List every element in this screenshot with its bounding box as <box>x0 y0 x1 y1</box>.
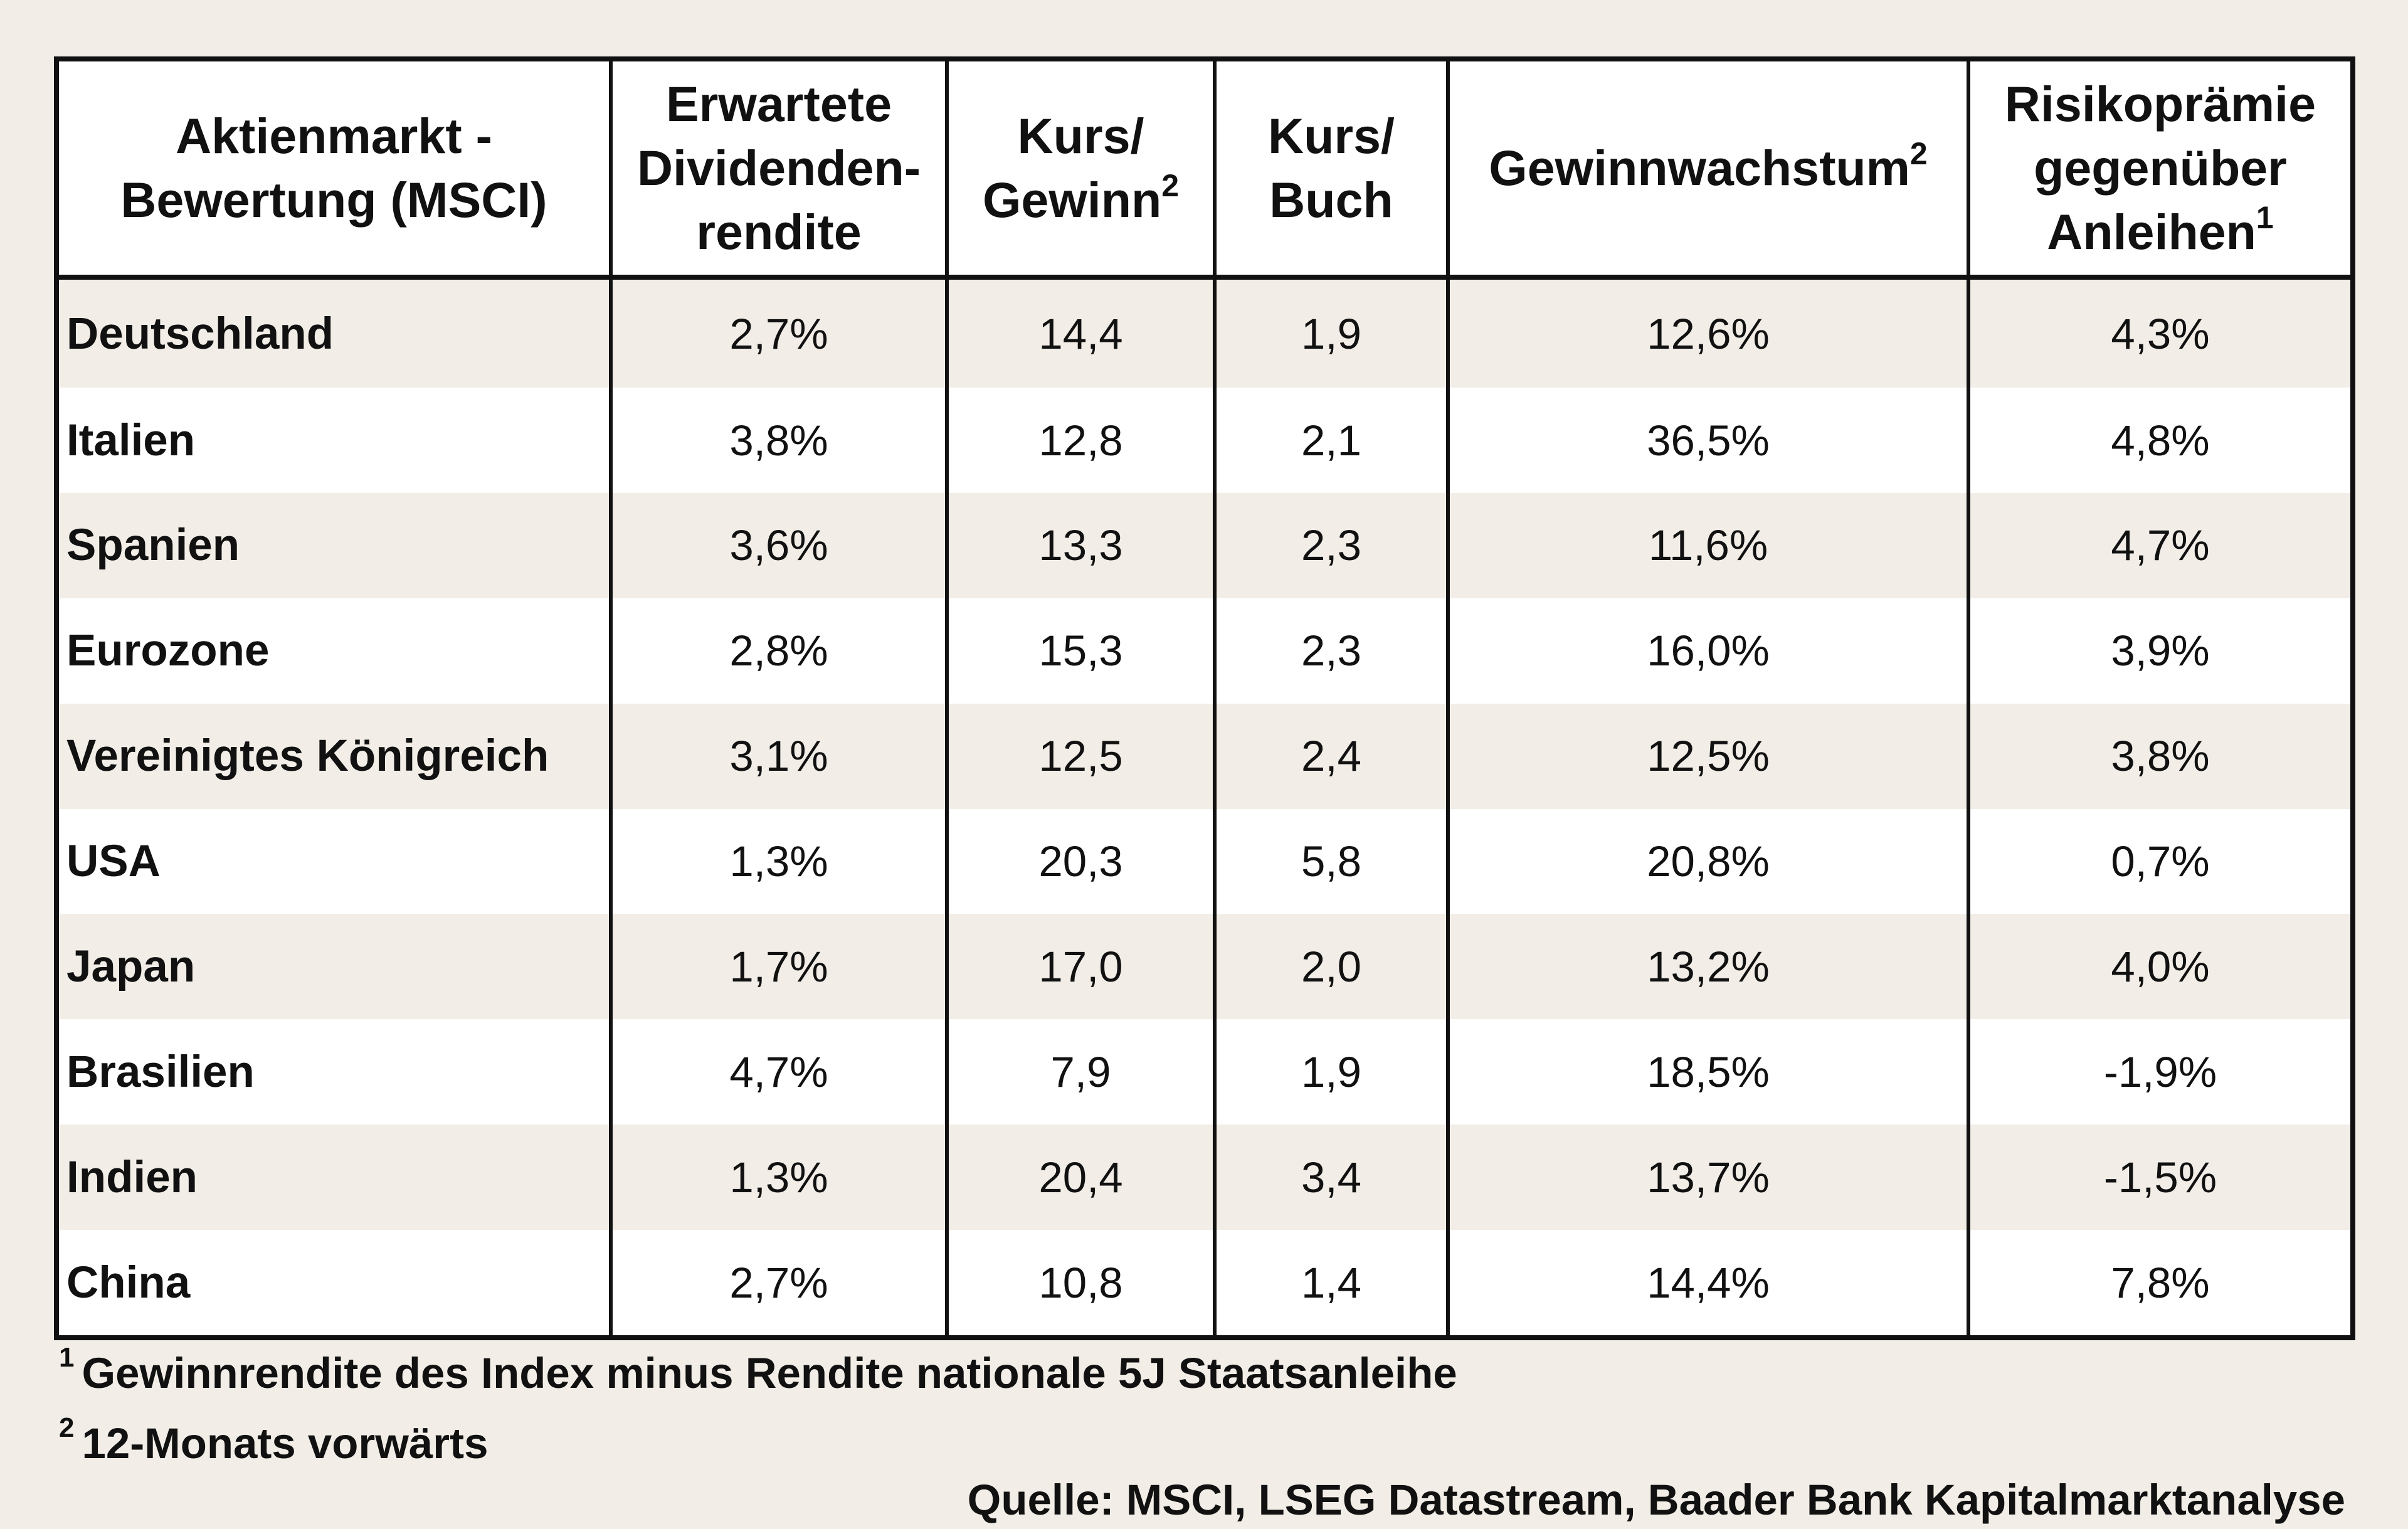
table-row: Japan 1,7% 17,0 2,0 13,2% 4,0% <box>59 914 2350 1020</box>
row-label: Deutschland <box>59 277 613 388</box>
cell-price-earnings: 20,3 <box>947 808 1217 914</box>
table-row: China 2,7% 10,8 1,4 14,4% 7,8% <box>59 1230 2350 1335</box>
cell-earnings-growth: 11,6% <box>1448 493 1970 598</box>
cell-risk-premium: 0,7% <box>1968 808 2350 914</box>
header-dividend-yield: Erwartete Dividenden- rendite <box>611 61 949 280</box>
table-row: Spanien 3,6% 13,3 2,3 11,6% 4,7% <box>59 493 2350 598</box>
cell-risk-premium: -1,9% <box>1968 1019 2350 1125</box>
cell-dividend-yield: 3,6% <box>611 493 949 598</box>
cell-dividend-yield: 1,3% <box>611 1124 949 1230</box>
cell-price-book: 2,3 <box>1215 493 1450 598</box>
footnote-1-text: Gewinnrendite des Index minus Rendite na… <box>82 1349 1457 1397</box>
footnote-2-marker: 2 <box>59 1412 75 1443</box>
row-label: China <box>59 1230 613 1335</box>
cell-earnings-growth: 13,7% <box>1448 1124 1970 1230</box>
row-label: Japan <box>59 914 613 1020</box>
row-label: Spanien <box>59 493 613 598</box>
footnote-2-text: 12-Monats vorwärts <box>82 1419 488 1468</box>
cell-dividend-yield: 4,7% <box>611 1019 949 1125</box>
cell-risk-premium: 7,8% <box>1968 1230 2350 1335</box>
row-label: Eurozone <box>59 598 613 704</box>
cell-earnings-growth: 12,6% <box>1448 277 1970 388</box>
cell-dividend-yield: 3,1% <box>611 703 949 809</box>
header-risk-premium: Risikoprämie gegenüber Anleihen1 <box>1968 61 2350 280</box>
cell-dividend-yield: 2,7% <box>611 277 949 388</box>
table-row: Indien 1,3% 20,4 3,4 13,7% -1,5% <box>59 1124 2350 1230</box>
footnote-2: 2 12-Monats vorwärts <box>59 1414 488 1468</box>
valuation-table: Aktienmarkt - Bewertung (MSCI) Erwartete… <box>59 61 2350 1335</box>
cell-dividend-yield: 2,8% <box>611 598 949 704</box>
source-note: Quelle: MSCI, LSEG Datastream, Baader Ba… <box>967 1476 2345 1524</box>
header-price-book: Kurs/ Buch <box>1215 61 1450 280</box>
valuation-table-frame: Aktienmarkt - Bewertung (MSCI) Erwartete… <box>54 56 2355 1340</box>
cell-risk-premium: -1,5% <box>1968 1124 2350 1230</box>
header-market: Aktienmarkt - Bewertung (MSCI) <box>59 61 613 280</box>
cell-dividend-yield: 1,7% <box>611 914 949 1020</box>
table-row: USA 1,3% 20,3 5,8 20,8% 0,7% <box>59 808 2350 914</box>
cell-price-earnings: 17,0 <box>947 914 1217 1020</box>
header-earnings-growth: Gewinnwachstum2 <box>1448 61 1970 280</box>
cell-price-book: 5,8 <box>1215 808 1450 914</box>
cell-price-book: 1,4 <box>1215 1230 1450 1335</box>
cell-risk-premium: 4,0% <box>1968 914 2350 1020</box>
row-label: Indien <box>59 1124 613 1230</box>
cell-price-earnings: 13,3 <box>947 493 1217 598</box>
cell-earnings-growth: 14,4% <box>1448 1230 1970 1335</box>
cell-price-book: 1,9 <box>1215 277 1450 388</box>
row-label: Vereinigtes Königreich <box>59 703 613 809</box>
cell-risk-premium: 4,8% <box>1968 388 2350 494</box>
footnote-1: 1 Gewinnrendite des Index minus Rendite n… <box>59 1344 1457 1398</box>
cell-price-earnings: 15,3 <box>947 598 1217 704</box>
cell-price-book: 2,3 <box>1215 598 1450 704</box>
table-row: Vereinigtes Königreich 3,1% 12,5 2,4 12,… <box>59 703 2350 809</box>
cell-earnings-growth: 20,8% <box>1448 808 1970 914</box>
table-row: Deutschland 2,7% 14,4 1,9 12,6% 4,3% <box>59 277 2350 388</box>
row-label: Brasilien <box>59 1019 613 1125</box>
cell-dividend-yield: 1,3% <box>611 808 949 914</box>
cell-dividend-yield: 2,7% <box>611 1230 949 1335</box>
cell-risk-premium: 4,7% <box>1968 493 2350 598</box>
cell-price-earnings: 12,8 <box>947 388 1217 494</box>
cell-earnings-growth: 12,5% <box>1448 703 1970 809</box>
cell-earnings-growth: 16,0% <box>1448 598 1970 704</box>
cell-risk-premium: 4,3% <box>1968 277 2350 388</box>
header-price-earnings: Kurs/ Gewinn2 <box>947 61 1217 280</box>
cell-price-book: 2,0 <box>1215 914 1450 1020</box>
cell-price-book: 2,1 <box>1215 388 1450 494</box>
cell-risk-premium: 3,9% <box>1968 598 2350 704</box>
row-label: Italien <box>59 388 613 494</box>
cell-price-earnings: 7,9 <box>947 1019 1217 1125</box>
cell-earnings-growth: 13,2% <box>1448 914 1970 1020</box>
cell-earnings-growth: 36,5% <box>1448 388 1970 494</box>
cell-price-earnings: 20,4 <box>947 1124 1217 1230</box>
cell-price-book: 2,4 <box>1215 703 1450 809</box>
cell-price-book: 1,9 <box>1215 1019 1450 1125</box>
cell-price-earnings: 12,5 <box>947 703 1217 809</box>
footnote-1-marker: 1 <box>59 1342 75 1373</box>
cell-dividend-yield: 3,8% <box>611 388 949 494</box>
row-label: USA <box>59 808 613 914</box>
cell-price-earnings: 10,8 <box>947 1230 1217 1335</box>
cell-price-earnings: 14,4 <box>947 277 1217 388</box>
table-header-row: Aktienmarkt - Bewertung (MSCI) Erwartete… <box>59 61 2350 280</box>
cell-earnings-growth: 18,5% <box>1448 1019 1970 1125</box>
table-row: Brasilien 4,7% 7,9 1,9 18,5% -1,9% <box>59 1019 2350 1125</box>
table-row: Italien 3,8% 12,8 2,1 36,5% 4,8% <box>59 388 2350 494</box>
cell-risk-premium: 3,8% <box>1968 703 2350 809</box>
table-row: Eurozone 2,8% 15,3 2,3 16,0% 3,9% <box>59 598 2350 704</box>
cell-price-book: 3,4 <box>1215 1124 1450 1230</box>
